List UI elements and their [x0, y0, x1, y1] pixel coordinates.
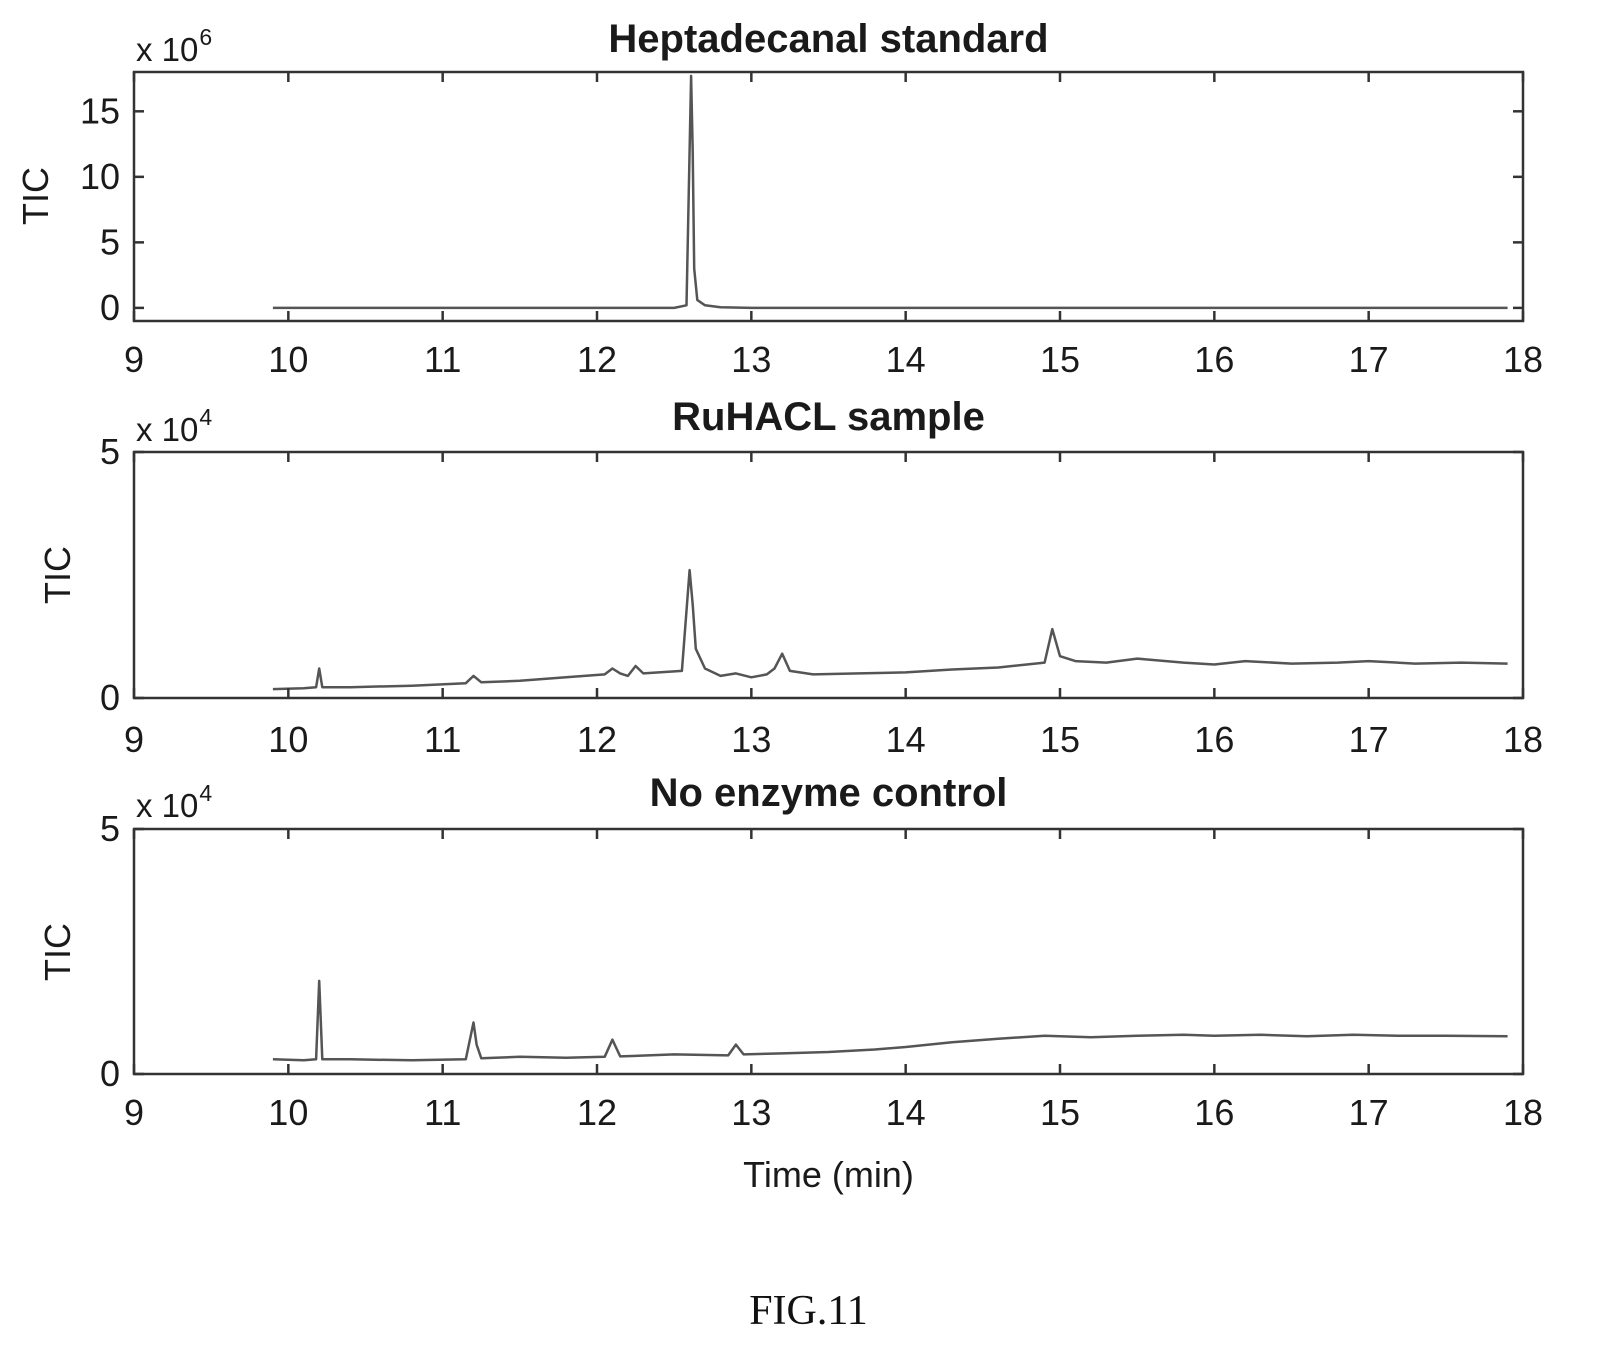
x-tick-label: 17: [1349, 1092, 1389, 1133]
y-tick-label: 5: [100, 431, 120, 472]
chart-title: Heptadecanal standard: [608, 17, 1048, 61]
x-tick-label: 10: [268, 719, 308, 760]
x-tick-label: 13: [731, 1092, 771, 1133]
x-tick-label: 13: [731, 339, 771, 380]
x-tick-label: 18: [1503, 719, 1543, 760]
x-tick-label: 12: [577, 719, 617, 760]
y-multiplier-exponent: 6: [199, 24, 212, 50]
y-axis-label: TIC: [15, 167, 56, 225]
x-tick-label: 15: [1040, 339, 1080, 380]
x-tick-label: 15: [1040, 1092, 1080, 1133]
x-tick-label: 9: [124, 719, 144, 760]
y-multiplier-exponent: 4: [199, 404, 212, 430]
plot-frame: [132, 70, 1525, 323]
plot-frame: [132, 450, 1525, 700]
x-tick-label: 10: [268, 339, 308, 380]
series-line: [272, 74, 1508, 310]
y-axis-label: TIC: [37, 546, 78, 604]
y-tick-label: 0: [100, 677, 120, 718]
x-tick-label: 11: [424, 339, 461, 380]
y-tick-label: 5: [100, 808, 120, 849]
y-tick-label: 15: [80, 90, 120, 131]
panel-no-enzyme-control: No enzyme control x 104 TIC 9 10 11 12 13 14 15 16…: [37, 771, 1543, 1195]
plot-frame: [132, 827, 1525, 1076]
x-tick-label: 9: [124, 339, 144, 380]
y-tick-label: 0: [100, 1053, 120, 1094]
y-multiplier-label: x 104: [136, 404, 212, 448]
x-tick-label: 11: [424, 719, 461, 760]
x-tick-label: 18: [1503, 1092, 1543, 1133]
x-tick-label: 14: [886, 1092, 926, 1133]
panel-heptadecanal-standard: Heptadecanal standard x 106 TIC 9 10 11 12 13 14…: [15, 17, 1543, 380]
y-multiplier-label: x 106: [136, 24, 212, 68]
x-tick-label: 11: [424, 1092, 461, 1133]
series-line: [272, 568, 1508, 691]
x-tick-label: 14: [886, 719, 926, 760]
x-axis-label: Time (min): [743, 1154, 914, 1195]
x-tick-label: 16: [1194, 719, 1234, 760]
x-tick-label: 17: [1349, 339, 1389, 380]
y-axis-label: TIC: [37, 923, 78, 981]
y-multiplier-label: x 104: [136, 780, 212, 824]
x-tick-label: 12: [577, 1092, 617, 1133]
chart-title: RuHACL sample: [672, 395, 985, 439]
figure-caption: FIG.11: [749, 1288, 868, 1334]
chart-title: No enzyme control: [650, 771, 1008, 815]
x-tick-label: 16: [1194, 1092, 1234, 1133]
x-tick-label: 14: [886, 339, 926, 380]
y-multiplier-base: x 10: [136, 31, 198, 68]
x-tick-label: 16: [1194, 339, 1234, 380]
x-tick-label: 18: [1503, 339, 1543, 380]
x-tick-label: 15: [1040, 719, 1080, 760]
panel-ruhacl-sample: RuHACL sample x 104 TIC 9 10 11 12 13 14 15 16 17 18…: [37, 395, 1543, 760]
y-multiplier-base: x 10: [136, 411, 198, 448]
x-tick-label: 17: [1349, 719, 1389, 760]
x-tick-label: 9: [124, 1092, 144, 1133]
x-tick-label: 13: [731, 719, 771, 760]
x-tick-label: 10: [268, 1092, 308, 1133]
y-tick-label: 10: [80, 156, 120, 197]
x-tick-label: 12: [577, 339, 617, 380]
y-tick-label: 0: [100, 287, 120, 328]
series-line: [272, 979, 1508, 1062]
y-multiplier-base: x 10: [136, 787, 198, 824]
y-multiplier-exponent: 4: [199, 780, 212, 806]
y-tick-label: 5: [100, 221, 120, 262]
